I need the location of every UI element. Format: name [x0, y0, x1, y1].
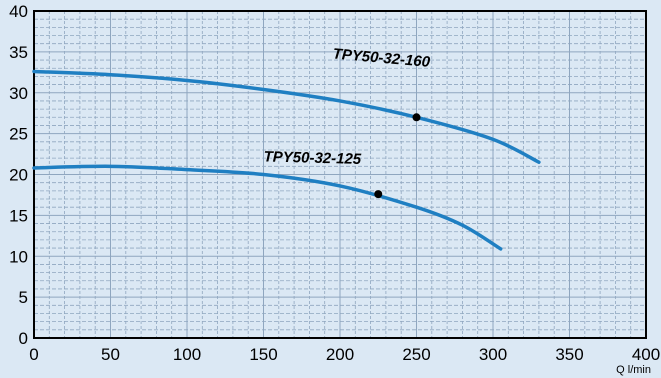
x-tick-label: 300: [479, 345, 507, 364]
curve-tpy50-32-125: [32, 164, 503, 251]
y-tick-label: 5: [19, 288, 28, 307]
y-tick-label: 0: [19, 329, 28, 348]
plot-frame: [33, 10, 647, 339]
y-tick-label: 25: [9, 125, 28, 144]
x-tick-label: 350: [555, 345, 583, 364]
curve-tpy50-32-160: [32, 69, 541, 164]
x-tick-label: 150: [249, 345, 277, 364]
y-tick-label: 30: [9, 84, 28, 103]
x-tick-label: 0: [29, 345, 38, 364]
y-tick-label: 10: [9, 247, 28, 266]
x-tick-label: 50: [101, 345, 120, 364]
y-tick-label: 20: [9, 166, 28, 185]
tick-layer: 0 50 100 150 200 250 300 350 400 0 5 10 15 20 25 30 35 40: [9, 2, 660, 364]
x-tick-label: 100: [173, 345, 201, 364]
x-tick-label: 250: [402, 345, 430, 364]
x-tick-label: 200: [326, 345, 354, 364]
y-tick-label: 35: [9, 43, 28, 62]
operating-point-marker-tpy50-32-125: [374, 190, 383, 199]
y-tick-label: 15: [9, 206, 28, 225]
operating-point-marker-tpy50-32-160: [412, 113, 421, 122]
x-axis-unit-label: Q l/min: [616, 364, 651, 376]
curve-label-tpy50-32-125: TPY50-32-125: [263, 148, 362, 168]
x-tick-label: 400: [632, 345, 660, 364]
y-tick-label: 40: [9, 2, 28, 21]
